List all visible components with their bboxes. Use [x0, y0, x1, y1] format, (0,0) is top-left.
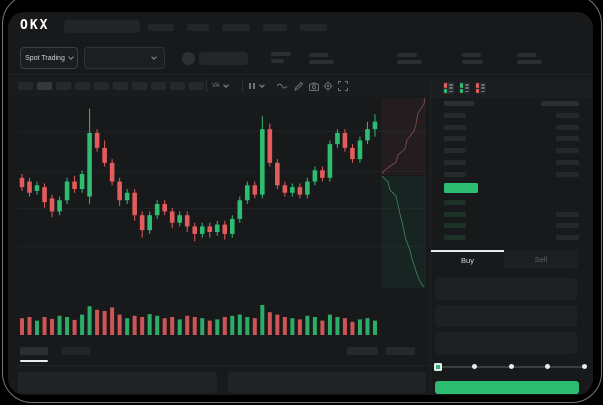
orderbook-amount-cell [556, 211, 579, 217]
bottom-tab-underline [20, 360, 48, 362]
history-panel-placeholder [228, 372, 426, 393]
stat-group [309, 53, 334, 64]
settings-gear-icon[interactable] [322, 80, 334, 92]
orderbook-amount-cell [556, 159, 579, 165]
slider-stop[interactable] [508, 364, 514, 369]
view-combined-icon[interactable] [443, 82, 454, 94]
candle-type-dropdown[interactable]: VA [212, 81, 229, 91]
orderbook-amount-cell [556, 113, 579, 118]
orderbook-amount-cell [556, 235, 579, 241]
amount-slider[interactable] [434, 362, 587, 371]
camera-icon[interactable] [308, 80, 320, 92]
interval-button[interactable] [189, 82, 204, 90]
orderbook-amount-cell [556, 136, 579, 142]
chevron-down-icon [151, 54, 157, 60]
nav-item[interactable] [148, 24, 174, 31]
interval-button[interactable] [75, 82, 90, 90]
amount-input[interactable] [435, 305, 577, 327]
orderbook-price-cell[interactable] [444, 159, 466, 165]
tab-sell[interactable]: Sell [504, 250, 578, 268]
indicator-dropdown[interactable] [248, 81, 265, 91]
tab-buy-label: Buy [461, 255, 474, 265]
chart-toolbar [8, 76, 430, 96]
candle-type-label: VA [212, 83, 220, 89]
buy-submit-button[interactable] [435, 381, 579, 394]
search-input[interactable] [64, 20, 140, 33]
nav-item[interactable] [187, 24, 209, 31]
interval-button[interactable] [94, 82, 109, 90]
slider-stop[interactable] [545, 364, 550, 369]
app-screen: OKX Spot Trading VA [8, 12, 593, 395]
view-bids-only-icon[interactable] [459, 82, 470, 94]
interval-button[interactable] [132, 82, 147, 90]
orderbook-price-cell[interactable] [444, 113, 466, 118]
orderbook-price-cell[interactable] [444, 223, 466, 229]
price-input[interactable] [435, 278, 577, 300]
market-type-dropdown[interactable]: Spot Trading [20, 47, 78, 69]
orderbook-amount-cell [556, 171, 579, 177]
stat-group [397, 53, 422, 64]
bars-icon [249, 83, 255, 89]
draw-pencil-icon[interactable] [293, 80, 305, 92]
nav-item[interactable] [222, 24, 250, 31]
header-divider [8, 74, 593, 75]
interval-button[interactable] [170, 82, 185, 90]
orders-panel-placeholder [18, 372, 217, 393]
price-line-placeholder [271, 52, 291, 56]
pair-select-dropdown[interactable] [84, 47, 165, 69]
bottom-tab[interactable] [61, 347, 90, 355]
orderbook-price-cell[interactable] [444, 200, 466, 205]
chevron-down-icon [222, 82, 229, 88]
slider-stop[interactable] [581, 364, 587, 369]
orderbook-price-cell[interactable] [444, 124, 466, 130]
stat-group [462, 53, 483, 64]
pair-avatar [182, 52, 195, 65]
stat-group [517, 53, 542, 64]
interval-button[interactable] [113, 82, 128, 90]
interval-button[interactable] [18, 82, 33, 90]
orderbook-amount-cell [556, 223, 579, 229]
nav-item[interactable] [300, 24, 327, 31]
line-tool-icon[interactable] [276, 80, 288, 92]
chevron-down-icon [259, 82, 265, 88]
okx-logo: OKX [20, 18, 50, 33]
orderbook-amount-cell [556, 148, 579, 154]
fullscreen-icon[interactable] [337, 80, 349, 92]
orderbook-view-switcher [431, 78, 592, 98]
tab-buy[interactable]: Buy [431, 250, 504, 268]
slider-stop[interactable] [472, 364, 477, 369]
interval-button[interactable] [151, 82, 166, 90]
bottom-divider [18, 365, 428, 366]
interval-button[interactable] [37, 82, 52, 90]
bottom-toolbar-item[interactable] [386, 347, 415, 355]
bottom-toolbar-item[interactable] [347, 347, 378, 355]
orderbook-price-cell[interactable] [444, 211, 466, 217]
pair-name-placeholder [199, 52, 248, 65]
view-asks-only-icon[interactable] [475, 82, 486, 94]
toolbar-divider [206, 80, 207, 92]
slider-handle[interactable] [434, 362, 442, 371]
orderbook-price-cell[interactable] [444, 235, 466, 241]
orderbook-price-cell[interactable] [444, 148, 466, 154]
orderbook-price-cell[interactable] [444, 171, 466, 177]
toolbar-divider [242, 80, 243, 92]
nav-item[interactable] [263, 24, 287, 31]
last-price-badge[interactable] [444, 183, 478, 193]
market-type-label: Spot Trading [25, 54, 65, 62]
total-input[interactable] [435, 332, 577, 354]
orderbook-price-cell[interactable] [444, 136, 466, 142]
interval-button[interactable] [56, 82, 71, 90]
chevron-down-icon [68, 54, 74, 60]
orderbook-amount-cell [556, 124, 579, 130]
top-nav [148, 24, 327, 31]
bottom-tab-active[interactable] [20, 347, 48, 355]
price-subline-placeholder [271, 59, 284, 63]
candlestick-chart[interactable] [18, 98, 428, 342]
interval-buttons [18, 82, 204, 90]
right-panel: Buy Sell [430, 78, 592, 395]
tab-sell-label: Sell [534, 254, 548, 264]
